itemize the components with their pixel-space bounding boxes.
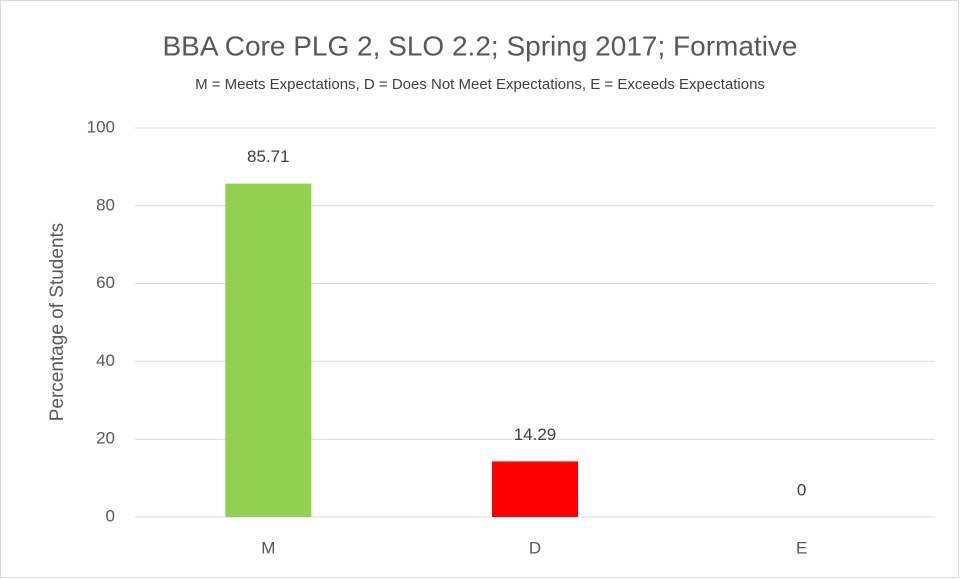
y-axis-label: Percentage of Students [47,223,68,422]
x-tick-label: D [529,538,541,557]
y-tick-label: 80 [96,195,115,214]
y-tick-label: 40 [96,351,115,370]
y-tick-label: 20 [96,429,115,448]
y-tick-label: 100 [87,117,115,136]
y-tick-label: 60 [96,273,115,292]
chart-subtitle: M = Meets Expectations, D = Does Not Mee… [195,76,765,93]
y-tick-label: 0 [106,506,115,525]
data-label: 14.29 [514,425,557,444]
x-tick-label: M [261,538,275,557]
bar [225,183,312,517]
x-tick-label: E [796,538,807,557]
data-label: 85.71 [247,147,290,166]
chart-title: BBA Core PLG 2, SLO 2.2; Spring 2017; Fo… [163,30,798,61]
bar [492,461,578,517]
data-label: 0 [797,480,806,499]
